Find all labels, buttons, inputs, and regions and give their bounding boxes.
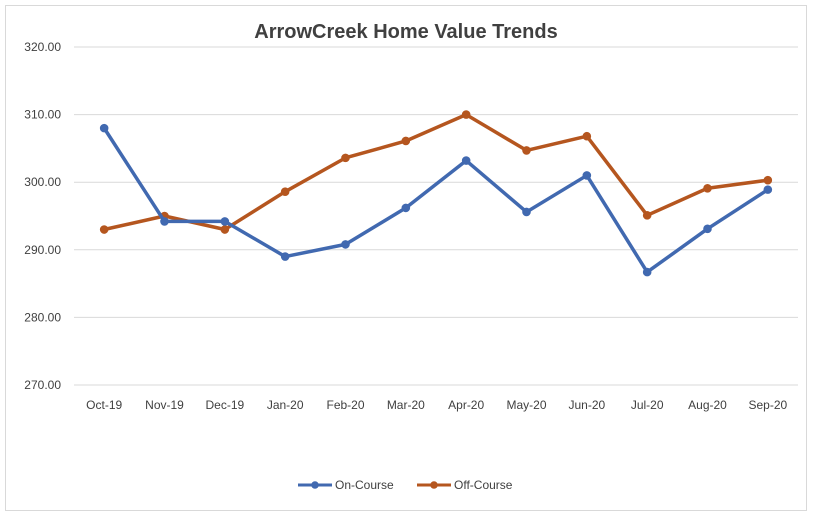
x-tick-label: Oct-19: [86, 398, 122, 412]
data-point: [763, 175, 773, 185]
x-tick-label: Jan-20: [267, 398, 304, 412]
chart-title: ArrowCreek Home Value Trends: [254, 21, 557, 43]
series-layer: [99, 110, 773, 277]
x-tick-label: Aug-20: [688, 398, 727, 412]
legend-label: On-Course: [335, 478, 394, 492]
legend-swatch-marker: [311, 481, 319, 489]
data-point: [99, 123, 109, 133]
data-point: [280, 187, 290, 196]
y-tick-label: 280.00: [24, 310, 61, 324]
data-point: [341, 153, 350, 163]
legend-swatch-marker: [430, 481, 438, 489]
data-point: [582, 171, 592, 180]
data-point: [99, 225, 109, 234]
data-point: [703, 224, 712, 234]
x-tick-label: May-20: [506, 398, 546, 412]
series-line: [102, 126, 770, 274]
y-tick-label: 320.00: [24, 40, 61, 54]
y-axis-ticks: 270.00 280.00 290.00 300.00 310.00 320.00: [24, 40, 61, 392]
data-point: [461, 156, 471, 165]
x-tick-label: Jun-20: [568, 398, 605, 412]
data-point: [461, 110, 471, 119]
data-point: [763, 185, 773, 194]
legend-item: On-Course: [298, 478, 394, 492]
data-point: [401, 203, 411, 213]
x-tick-label: Apr-20: [448, 398, 484, 412]
x-tick-label: Sep-20: [748, 398, 787, 412]
series-off-course: [99, 110, 773, 234]
data-point: [160, 217, 169, 226]
grid-layer: [74, 46, 798, 386]
data-point: [642, 267, 652, 277]
data-point: [220, 217, 230, 226]
y-tick-label: 310.00: [24, 108, 61, 122]
data-point: [642, 211, 652, 220]
legend-item: Off-Course: [417, 478, 513, 492]
data-point: [280, 252, 290, 261]
x-axis-ticks: Oct-19 Nov-19 Dec-19 Jan-20 Feb-20 Mar-20 Apr-…: [86, 398, 787, 412]
x-tick-label: Mar-20: [387, 398, 425, 412]
x-tick-label: Dec-19: [205, 398, 244, 412]
data-point: [401, 136, 411, 146]
series-line: [102, 112, 770, 232]
data-point: [341, 240, 350, 249]
data-point: [703, 183, 712, 193]
legend-label: Off-Course: [454, 478, 513, 492]
x-tick-label: Jul-20: [631, 398, 664, 412]
data-point: [220, 225, 230, 234]
y-tick-label: 300.00: [24, 175, 61, 189]
y-tick-label: 290.00: [24, 243, 61, 257]
series-on-course: [99, 123, 773, 277]
data-point: [522, 146, 531, 155]
y-tick-label: 270.00: [24, 378, 61, 392]
x-tick-label: Feb-20: [326, 398, 364, 412]
chart-frame: [5, 5, 807, 511]
data-point: [582, 131, 592, 141]
x-tick-label: Nov-19: [145, 398, 184, 412]
legend: On-Course Off-Course: [298, 478, 513, 492]
data-point: [522, 207, 531, 217]
